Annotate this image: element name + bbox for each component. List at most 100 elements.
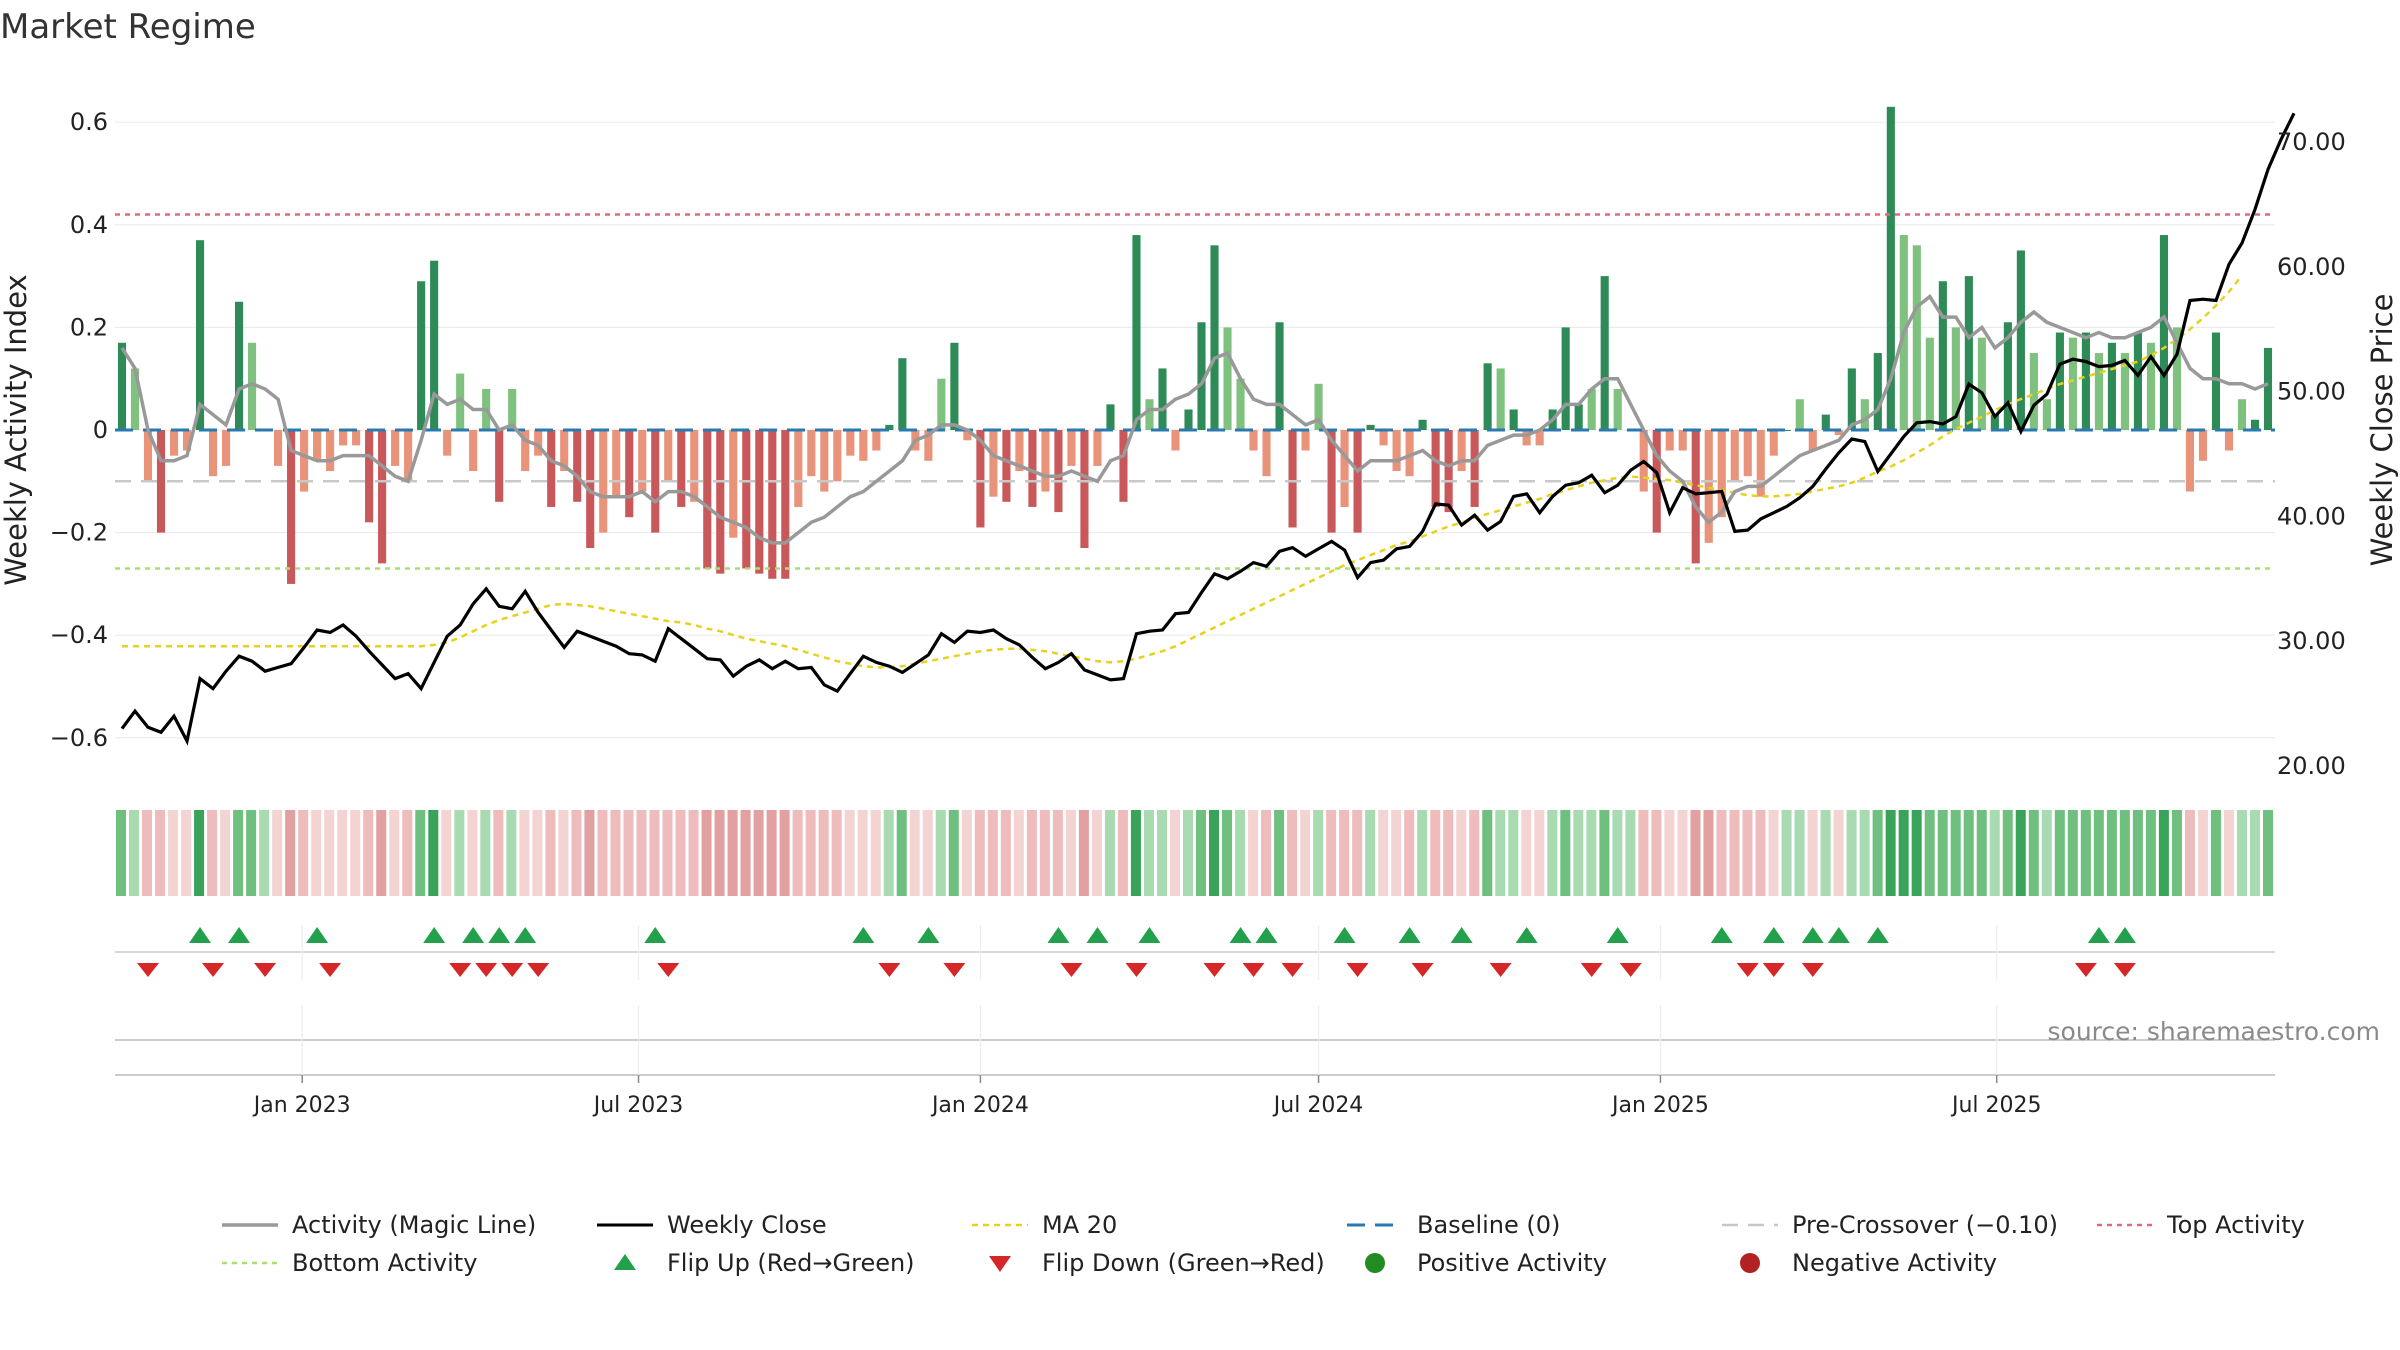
- activity-bar: [1769, 430, 1778, 456]
- regime-cell: [987, 810, 998, 896]
- regime-cell: [220, 810, 231, 896]
- legend-item-neg: Negative Activity: [1740, 1249, 1997, 1277]
- regime-cell: [870, 810, 881, 896]
- regime-cell: [1885, 810, 1896, 896]
- legend-label: Baseline (0): [1417, 1211, 1560, 1239]
- left-tick-label: −0.2: [50, 519, 108, 547]
- regime-cell: [454, 810, 465, 896]
- flip-up-marker: [1255, 927, 1278, 943]
- flip-up-marker: [1606, 927, 1629, 943]
- right-tick-label: 70.00: [2277, 128, 2346, 156]
- activity-bar: [625, 430, 634, 518]
- activity-bar: [2107, 342, 2116, 430]
- activity-bar: [1470, 430, 1479, 507]
- regime-cell: [207, 810, 218, 896]
- regime-cell: [402, 810, 413, 896]
- activity-bar: [1951, 327, 1960, 430]
- activity-bar: [950, 342, 959, 430]
- activity-bar: [391, 430, 400, 466]
- activity-bar: [1938, 281, 1947, 430]
- activity-bar: [768, 430, 777, 579]
- regime-cell: [2249, 810, 2260, 896]
- activity-bar: [2120, 353, 2129, 430]
- legend-label: Bottom Activity: [292, 1249, 477, 1277]
- flip-down-marker: [1125, 963, 1148, 977]
- flip-down-marker: [1580, 963, 1603, 977]
- regime-cell: [831, 810, 842, 896]
- activity-bar: [221, 430, 231, 466]
- left-tick-label: −0.4: [50, 621, 108, 649]
- activity-bar: [1522, 430, 1531, 446]
- regime-cell: [1261, 810, 1272, 896]
- regime-cell: [1534, 810, 1545, 896]
- regime-cell: [2210, 810, 2221, 896]
- flip-down-marker: [2113, 963, 2136, 977]
- regime-cell: [246, 810, 257, 896]
- regime-cell: [636, 810, 647, 896]
- activity-bar: [1197, 322, 1206, 430]
- activity-bar: [1509, 409, 1518, 430]
- flip-down-marker: [202, 963, 225, 977]
- activity-bar: [1808, 430, 1817, 451]
- regime-cell: [1078, 810, 1089, 896]
- regime-cell: [1287, 810, 1298, 896]
- activity-bar: [898, 358, 907, 430]
- regime-cell: [2054, 810, 2065, 896]
- regime-cell: [1820, 810, 1831, 896]
- regime-cell: [1690, 810, 1701, 896]
- activity-bar: [1366, 424, 1375, 430]
- activity-bar: [599, 430, 608, 533]
- activity-bar: [1119, 430, 1128, 502]
- flip-down-marker: [1801, 963, 1824, 977]
- flip-up-marker: [2087, 927, 2110, 943]
- activity-bar: [2250, 419, 2260, 430]
- regime-cell: [1664, 810, 1675, 896]
- activity-bar: [1704, 430, 1713, 543]
- regime-cell: [545, 810, 556, 896]
- legend-item-baseline: Baseline (0): [1347, 1211, 1560, 1239]
- flip-down-marker: [1346, 963, 1369, 977]
- flip-up-marker: [1801, 927, 1824, 943]
- flip-up-marker: [1229, 927, 1252, 943]
- activity-bar: [378, 430, 387, 564]
- activity-bar: [1821, 414, 1830, 430]
- activity-bar: [1314, 383, 1323, 430]
- regime-cell: [493, 810, 504, 896]
- regime-cell: [1599, 810, 1610, 896]
- regime-cell: [194, 810, 205, 896]
- activity-bar: [1561, 327, 1570, 430]
- activity-bar: [1067, 430, 1076, 466]
- regime-cell: [1182, 810, 1193, 896]
- flip-up-marker: [1333, 927, 1356, 943]
- activity-bar: [1873, 353, 1882, 430]
- activity-bar: [755, 430, 764, 574]
- activity-bar: [1353, 430, 1362, 533]
- activity-bar: [2185, 430, 2195, 492]
- activity-bar: [2198, 430, 2208, 461]
- regime-cell: [2028, 810, 2039, 896]
- regime-cell: [1573, 810, 1584, 896]
- regime-cell: [1547, 810, 1558, 896]
- right-tick-label: 20.00: [2277, 752, 2346, 780]
- regime-cell: [2080, 810, 2091, 896]
- flip-up-marker: [423, 927, 446, 943]
- activity-bar: [365, 430, 374, 523]
- activity-bar: [547, 430, 556, 507]
- activity-bar: [1106, 404, 1115, 430]
- regime-cell: [2158, 810, 2169, 896]
- flip-down-marker: [1242, 963, 1265, 977]
- regime-cell: [1846, 810, 1857, 896]
- activity-bar: [208, 430, 218, 477]
- flip-up-marker: [644, 927, 667, 943]
- regime-cell: [532, 810, 543, 896]
- activity-bar: [1678, 430, 1687, 451]
- regime-cell: [1898, 810, 1909, 896]
- legend-swatch: [1740, 1253, 1760, 1273]
- regime-cell: [1781, 810, 1792, 896]
- activity-bar: [287, 430, 296, 584]
- date-tick-label: Jan 2024: [930, 1093, 1029, 1118]
- regime-cell: [1768, 810, 1779, 896]
- flip-up-marker: [1762, 927, 1785, 943]
- activity-bar: [1912, 245, 1921, 430]
- regime-cell: [1430, 810, 1441, 896]
